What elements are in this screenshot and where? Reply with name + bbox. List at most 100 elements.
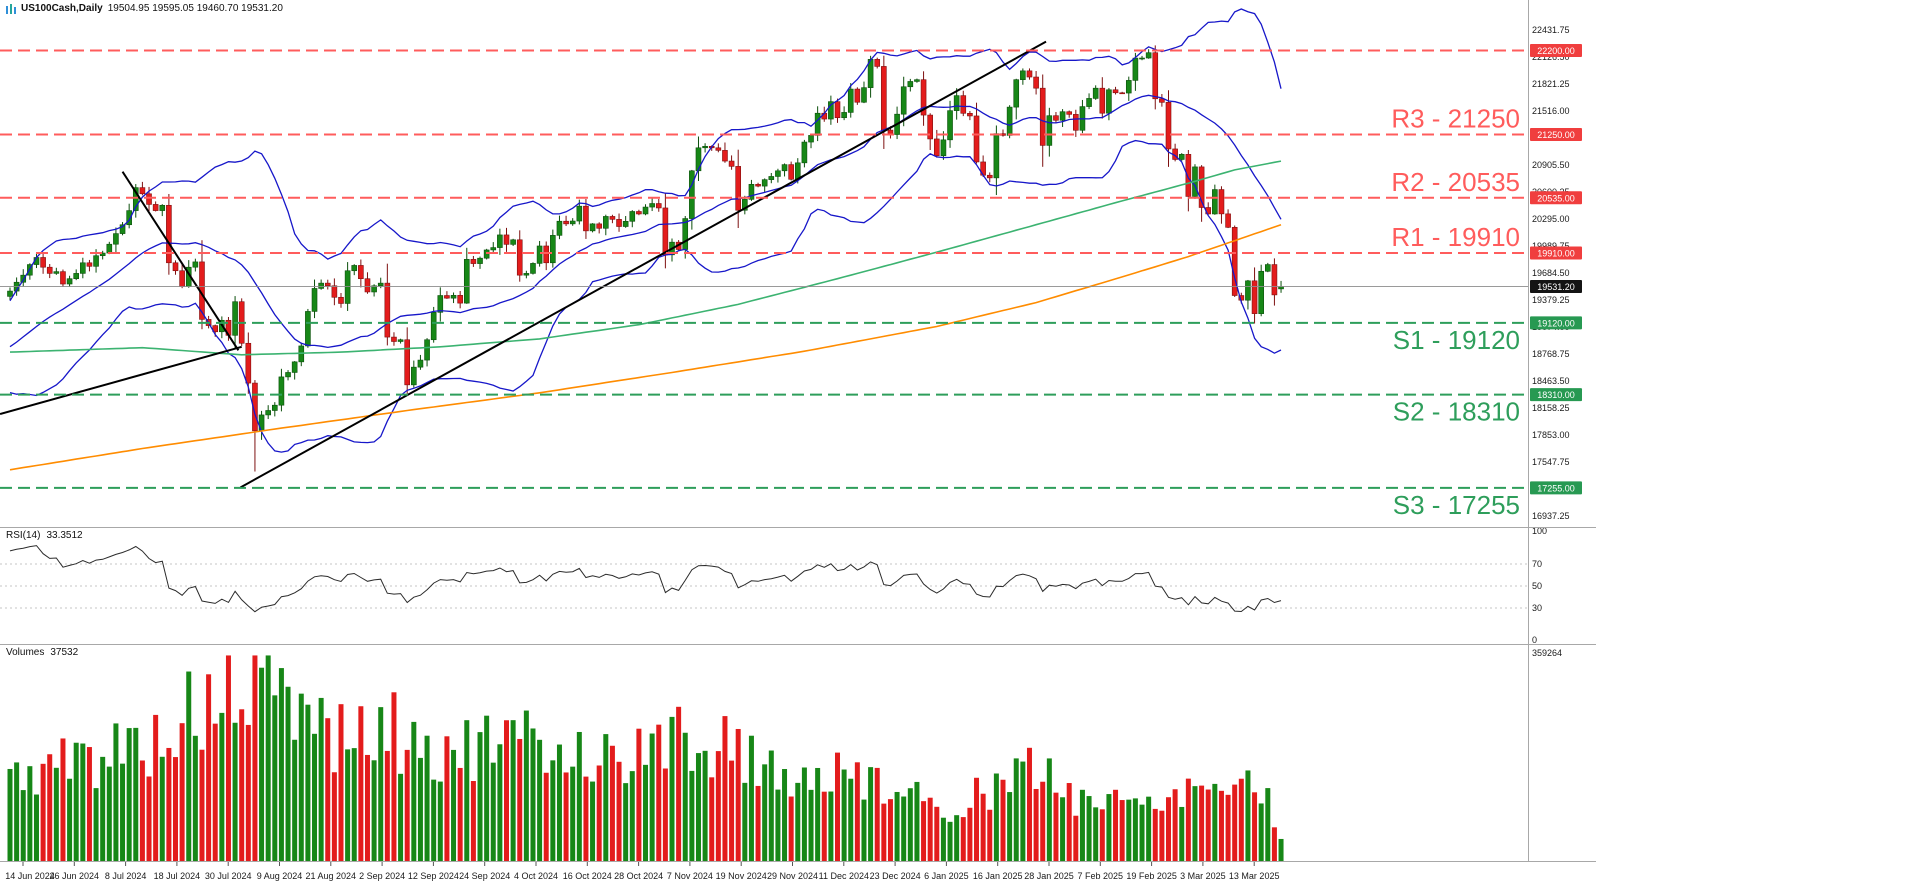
candle-body xyxy=(768,176,775,180)
candle-body xyxy=(1225,213,1231,228)
candle-body xyxy=(1046,115,1053,146)
volume-bar xyxy=(556,744,562,861)
trendline-3[interactable] xyxy=(0,345,242,416)
candle-body xyxy=(20,274,27,283)
volume-bar xyxy=(1232,784,1238,861)
volume-bar xyxy=(689,770,695,861)
volume-bar xyxy=(901,796,907,861)
candle-body xyxy=(417,359,424,368)
volume-bar xyxy=(583,776,589,861)
level-label-r3: R3 - 21250 xyxy=(1391,104,1520,134)
volume-bar xyxy=(398,773,404,861)
candle-body xyxy=(53,271,60,274)
trendline-2[interactable] xyxy=(239,40,1047,489)
volume-bar xyxy=(424,735,430,861)
volume-bar xyxy=(874,767,880,861)
price-axis-tick: 22126.50 xyxy=(1532,52,1570,62)
volume-bar xyxy=(338,704,344,861)
candle-body xyxy=(728,160,735,167)
candle-body xyxy=(1165,102,1172,150)
candle-body xyxy=(662,207,669,256)
candle-body xyxy=(119,224,126,234)
volume-bar xyxy=(775,789,781,861)
volume-bar xyxy=(570,766,576,861)
level-label-r1: R1 - 19910 xyxy=(1391,222,1520,252)
candle-body xyxy=(933,138,940,157)
candle-body xyxy=(358,265,364,280)
volume-bar xyxy=(854,762,860,861)
volume-bar xyxy=(1066,783,1072,861)
candle-body xyxy=(86,262,93,267)
volume-bar xyxy=(219,712,225,861)
candle-body xyxy=(874,59,881,67)
candle-body xyxy=(285,372,291,378)
candle-body xyxy=(152,204,159,211)
volume-axis-max: 359264 xyxy=(1532,648,1562,658)
candle-body xyxy=(1073,114,1079,131)
candle-body xyxy=(252,382,258,432)
candle-body xyxy=(781,164,788,172)
volume-bar xyxy=(815,767,821,861)
candle-body xyxy=(967,112,973,117)
volume-bar xyxy=(126,728,132,861)
volume-bar xyxy=(550,760,556,861)
volume-bar xyxy=(159,756,165,861)
volume-bar xyxy=(358,706,364,861)
candle-body xyxy=(1066,111,1072,115)
date-label: 19 Nov 2024 xyxy=(716,871,767,881)
volume-bar xyxy=(417,757,423,861)
volume-bar xyxy=(371,760,377,861)
volume-bar xyxy=(748,735,754,861)
rsi-name: RSI(14) xyxy=(6,530,41,541)
candle-body xyxy=(881,66,887,131)
volume-bar xyxy=(682,732,688,861)
volume-bar xyxy=(312,733,318,861)
price-axis-tick: 18158.25 xyxy=(1532,403,1570,413)
volume-bar xyxy=(1172,789,1178,861)
candle-body xyxy=(166,204,172,264)
candle-body xyxy=(861,87,867,103)
volume-bar xyxy=(636,728,642,861)
symbol-period-label: US100Cash,Daily xyxy=(21,3,103,14)
date-label: 16 Jan 2025 xyxy=(973,871,1023,881)
candle-body xyxy=(516,239,523,276)
volume-bar xyxy=(709,777,715,861)
volume-bar xyxy=(1020,761,1026,861)
volume-bar xyxy=(444,736,450,861)
volume-bar xyxy=(1258,803,1264,861)
candle-body xyxy=(291,361,298,373)
candle-body xyxy=(510,239,516,245)
candle-body xyxy=(159,204,166,211)
date-label: 29 Nov 2024 xyxy=(767,871,818,881)
trendline-1[interactable] xyxy=(121,171,240,351)
candle-body xyxy=(536,245,543,264)
price-badge-s2: 18310.00 xyxy=(1530,388,1582,402)
candle-body xyxy=(430,312,437,341)
volume-bar xyxy=(265,655,271,861)
candle-body xyxy=(139,187,146,195)
candle-body xyxy=(596,223,602,229)
candle-body xyxy=(7,290,13,297)
volume-bar xyxy=(702,750,708,861)
candle-body xyxy=(993,133,1000,179)
candle-body xyxy=(602,216,609,229)
volume-bar xyxy=(100,756,106,861)
volume-bar xyxy=(477,732,483,861)
candle-body xyxy=(477,257,483,264)
volume-bar xyxy=(1060,797,1066,861)
bollinger-lower-line xyxy=(9,139,1282,453)
candle-body xyxy=(689,170,695,219)
candle-body xyxy=(305,311,311,347)
candle-body xyxy=(1092,87,1099,99)
candle-body xyxy=(947,110,953,141)
candle-body xyxy=(1106,89,1112,114)
price-axis-tick: 19379.25 xyxy=(1532,295,1570,305)
candle-body xyxy=(828,101,834,120)
candle-body xyxy=(324,282,331,287)
volume-bar xyxy=(1159,810,1165,861)
candle-body xyxy=(331,285,338,298)
candle-body xyxy=(351,265,358,272)
